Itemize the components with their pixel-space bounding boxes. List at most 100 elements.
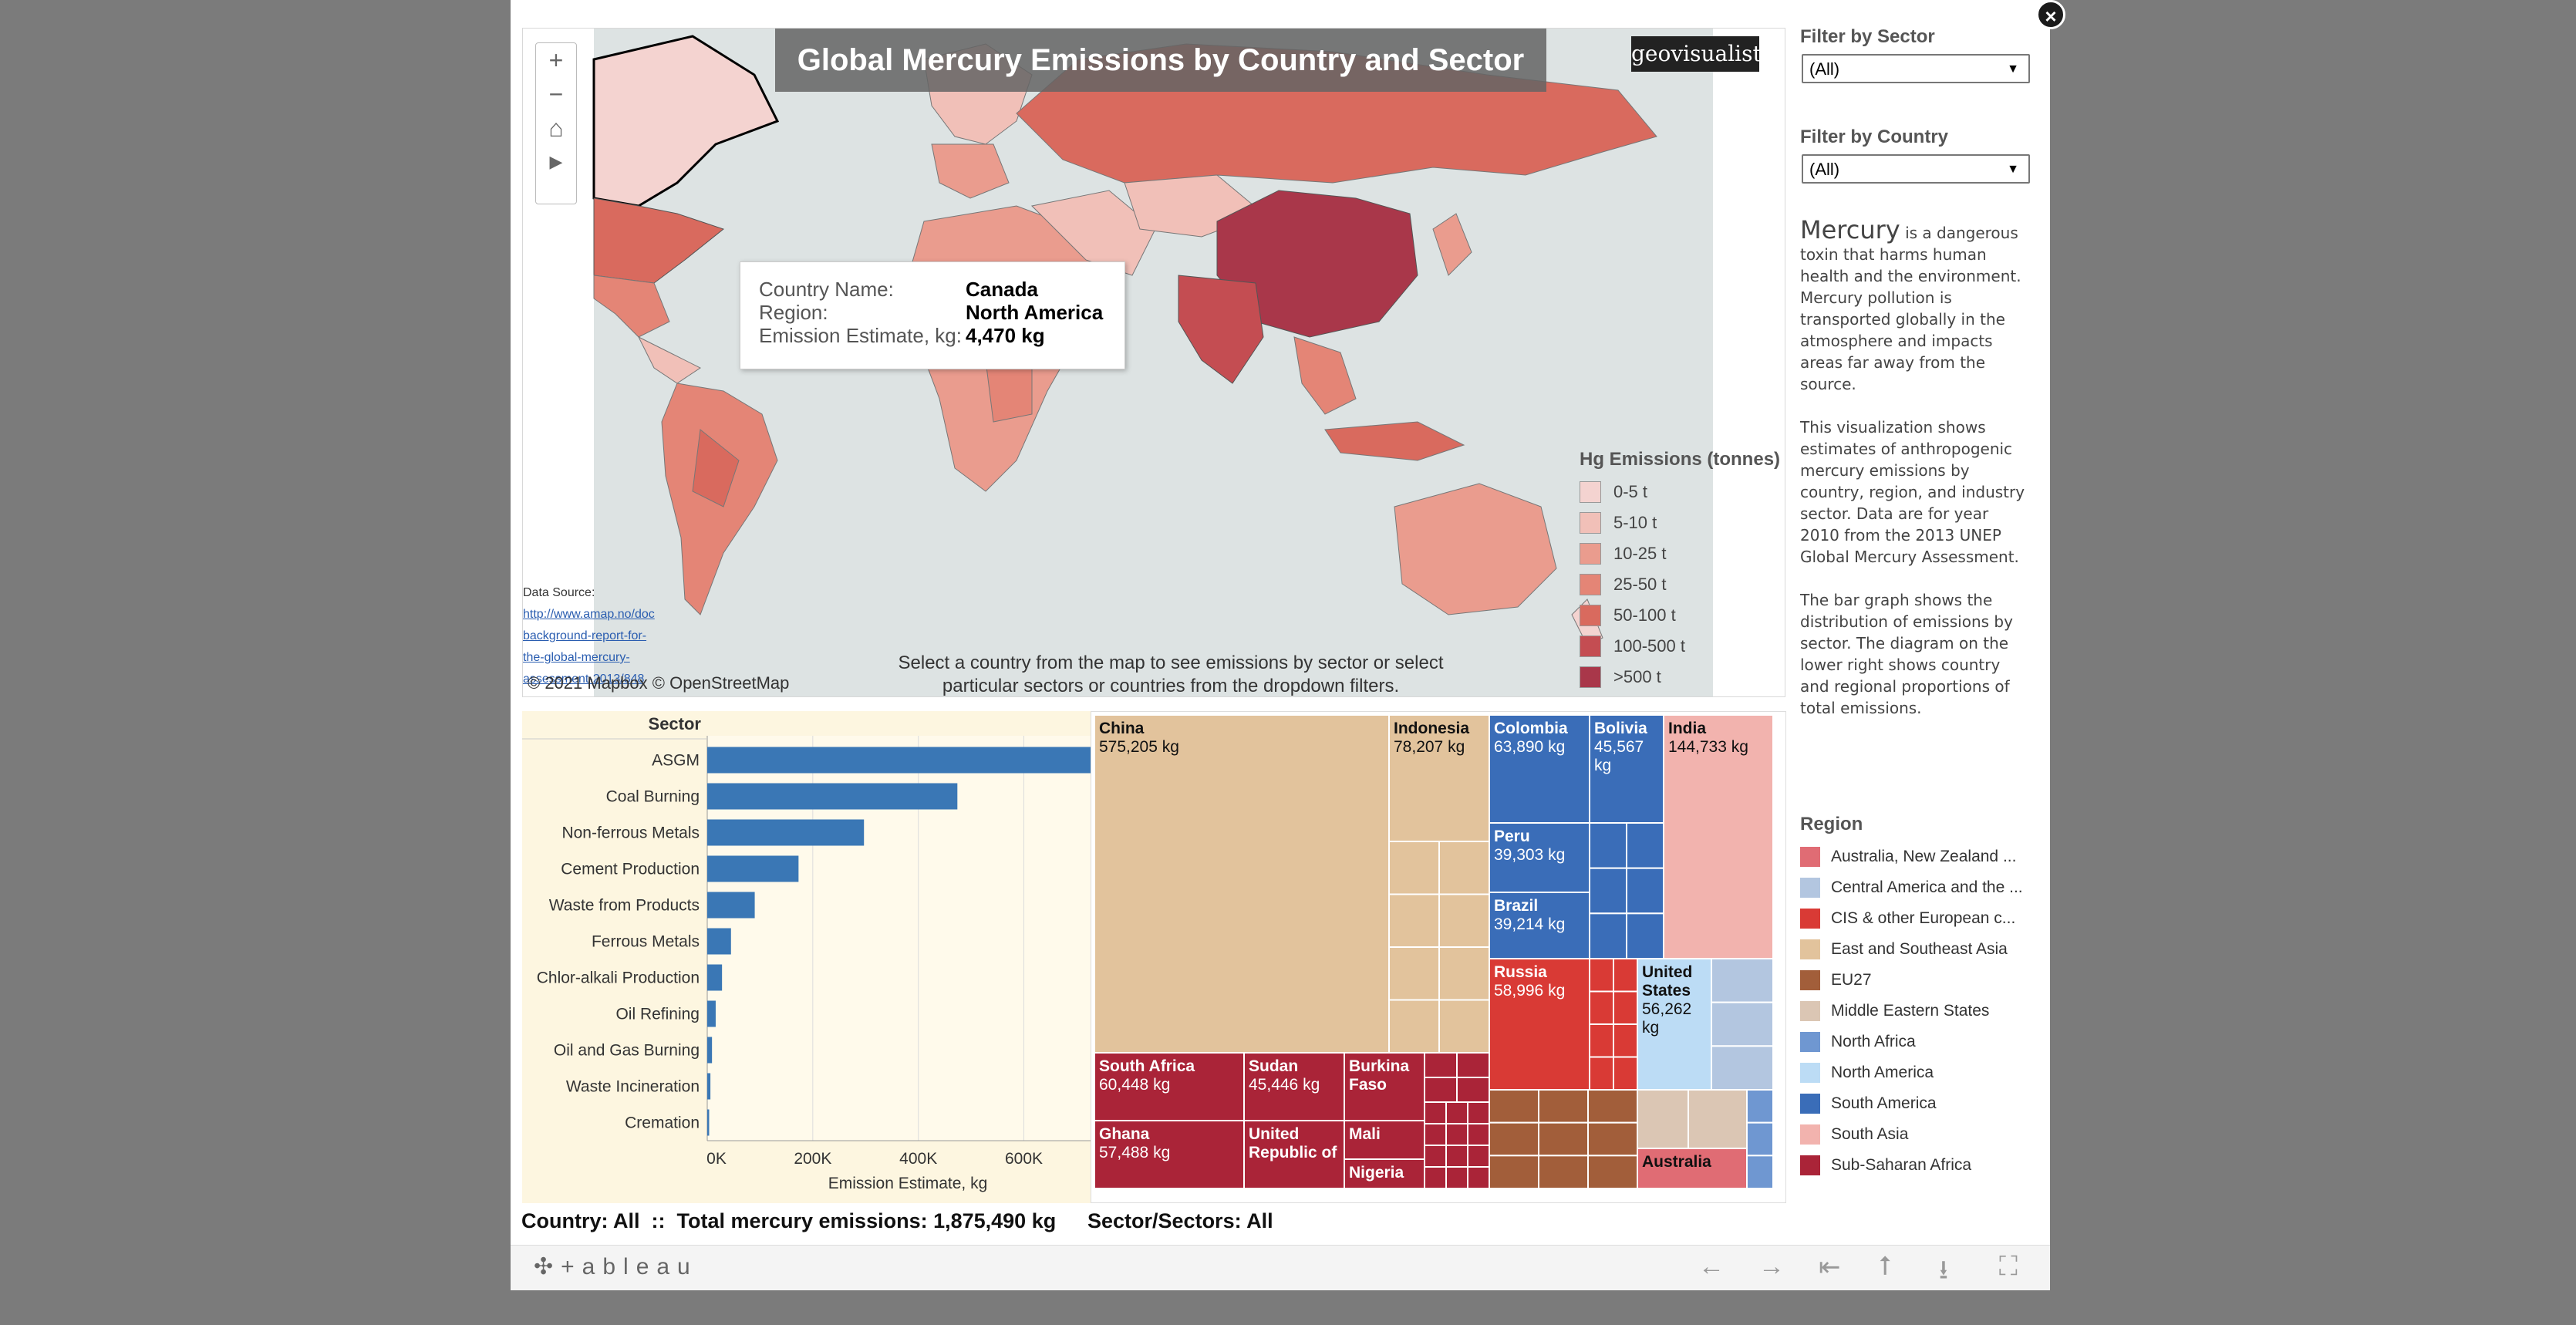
treemap-cell[interactable] (1746, 1089, 1774, 1124)
treemap-cell[interactable] (1438, 841, 1490, 895)
treemap-cell[interactable] (1589, 958, 1614, 993)
treemap-cell[interactable] (1587, 1121, 1638, 1157)
sector-bar[interactable] (707, 783, 958, 810)
sector-bar[interactable] (707, 855, 799, 882)
region-legend-item[interactable]: CIS & other European c... (1800, 903, 2023, 934)
region-legend-item[interactable]: EU27 (1800, 965, 2023, 996)
treemap-cell[interactable] (1711, 1001, 1774, 1047)
treemap-cell[interactable] (1388, 841, 1440, 895)
map-legend-item[interactable]: 25-50 t (1580, 569, 1780, 600)
treemap-cell[interactable] (1467, 1101, 1490, 1124)
sector-bar[interactable] (707, 1037, 713, 1064)
treemap-cell-south-africa[interactable] (1094, 1052, 1245, 1121)
treemap-cell-united-states[interactable] (1637, 958, 1712, 1091)
category-label[interactable]: Chlor-alkali Production (537, 969, 700, 987)
link-line[interactable]: background-report-for- (523, 629, 647, 642)
treemap-cell[interactable] (1489, 1155, 1539, 1189)
treemap-cell[interactable] (1424, 1145, 1447, 1168)
sector-bar[interactable] (707, 1000, 716, 1027)
treemap-cell-united-republic-of[interactable] (1243, 1120, 1345, 1189)
treemap-cell[interactable] (1613, 1023, 1638, 1058)
treemap-cell-indonesia[interactable] (1388, 714, 1490, 842)
link-line[interactable]: the-global-mercury- (523, 651, 630, 664)
region-legend-item[interactable]: South America (1800, 1088, 2023, 1119)
map-legend-item[interactable]: 50-100 t (1580, 600, 1780, 631)
treemap-cell[interactable] (1445, 1145, 1468, 1168)
region-legend-item[interactable]: Central America and the ... (1800, 872, 2023, 903)
treemap-cell[interactable] (1613, 1056, 1638, 1091)
treemap-cell[interactable] (1626, 822, 1664, 869)
treemap-cell[interactable] (1589, 867, 1627, 915)
sector-bar[interactable] (707, 964, 723, 991)
treemap-cell[interactable] (1467, 1166, 1490, 1189)
region-legend-item[interactable]: North Africa (1800, 1027, 2023, 1057)
close-button[interactable]: × (2036, 0, 2065, 29)
map-legend-item[interactable]: 100-500 t (1580, 631, 1780, 662)
treemap-cell[interactable] (1424, 1052, 1458, 1078)
category-label[interactable]: Oil and Gas Burning (554, 1042, 700, 1060)
treemap-cell[interactable] (1438, 946, 1490, 1001)
treemap-cell-mali[interactable] (1344, 1120, 1425, 1160)
sector-bar[interactable] (707, 747, 1091, 774)
country-filter-select[interactable]: (All) ▼ (1802, 154, 2030, 184)
treemap-cell-australia[interactable] (1637, 1148, 1748, 1189)
treemap-cell[interactable] (1388, 999, 1440, 1054)
treemap-cell[interactable] (1438, 999, 1490, 1054)
treemap-cell[interactable] (1438, 893, 1490, 948)
zoom-out-button[interactable]: − (548, 80, 564, 108)
sector-bar[interactable] (707, 928, 731, 955)
treemap-cell[interactable] (1456, 1052, 1490, 1078)
category-label[interactable]: Waste from Products (549, 897, 700, 915)
sector-bar[interactable] (707, 892, 755, 919)
region-legend-item[interactable]: Sub-Saharan Africa (1800, 1150, 2023, 1181)
region-legend-item[interactable]: East and Southeast Asia (1800, 934, 2023, 965)
tableau-logo[interactable]: ✣+ableau (534, 1254, 698, 1279)
region-legend-item[interactable]: Middle Eastern States (1800, 996, 2023, 1027)
treemap-cell[interactable] (1589, 1023, 1614, 1058)
treemap-cell[interactable] (1445, 1123, 1468, 1146)
category-label[interactable]: Oil Refining (615, 1006, 700, 1023)
treemap-cell-ghana[interactable] (1094, 1120, 1245, 1189)
map-legend-item[interactable]: 0-5 t (1580, 477, 1780, 507)
treemap-cell[interactable] (1538, 1089, 1589, 1124)
treemap-cell[interactable] (1613, 958, 1638, 993)
undo-icon[interactable]: ← (1698, 1252, 1725, 1281)
treemap-cell[interactable] (1538, 1121, 1589, 1157)
category-label[interactable]: Waste Incineration (566, 1078, 700, 1096)
redo-icon[interactable]: → (1758, 1252, 1785, 1281)
map-legend-item[interactable]: 10-25 t (1580, 538, 1780, 569)
treemap-cell-burkina-faso[interactable] (1344, 1052, 1425, 1121)
fullscreen-icon[interactable]: ⛶ (1999, 1252, 2018, 1281)
treemap-cell[interactable] (1589, 1056, 1614, 1091)
treemap-cell[interactable] (1424, 1101, 1447, 1124)
treemap-cell-china[interactable] (1094, 714, 1390, 1054)
treemap-cell-india[interactable] (1663, 714, 1774, 959)
category-label[interactable]: Ferrous Metals (592, 933, 700, 951)
treemap-cell-russia[interactable] (1489, 958, 1590, 1091)
pan-arrow-icon[interactable]: ▶ (549, 152, 563, 171)
treemap-cell[interactable] (1587, 1089, 1638, 1124)
category-label[interactable]: Coal Burning (606, 788, 700, 806)
treemap-cell[interactable] (1424, 1077, 1458, 1103)
share-icon[interactable]: ⭡ (1879, 1252, 1891, 1281)
treemap-cell[interactable] (1445, 1101, 1468, 1124)
region-legend-item[interactable]: South Asia (1800, 1119, 2023, 1150)
treemap-cell[interactable] (1388, 946, 1440, 1001)
category-label[interactable]: Cement Production (561, 861, 700, 878)
treemap-cell[interactable] (1587, 1155, 1638, 1189)
map-attribution[interactable]: © 2021 Mapbox © OpenStreetMap (528, 673, 790, 693)
category-label[interactable]: ASGM (652, 752, 700, 770)
link-line[interactable]: assessment-2013/848 (523, 673, 645, 686)
treemap-cell[interactable] (1711, 1045, 1774, 1091)
treemap-cell[interactable] (1711, 958, 1774, 1003)
treemap-cell[interactable] (1613, 990, 1638, 1025)
region-legend-item[interactable]: North America (1800, 1057, 2023, 1088)
data-source-link[interactable]: http://www.amap.no/doc background-report… (523, 604, 662, 690)
treemap-cell[interactable] (1424, 1123, 1447, 1146)
home-icon[interactable]: ⌂ (548, 114, 564, 142)
treemap-cell[interactable] (1467, 1145, 1490, 1168)
link-line[interactable]: http://www.amap.no/doc (523, 608, 655, 621)
treemap-cell[interactable] (1456, 1077, 1490, 1103)
category-label[interactable]: Non-ferrous Metals (561, 824, 700, 842)
